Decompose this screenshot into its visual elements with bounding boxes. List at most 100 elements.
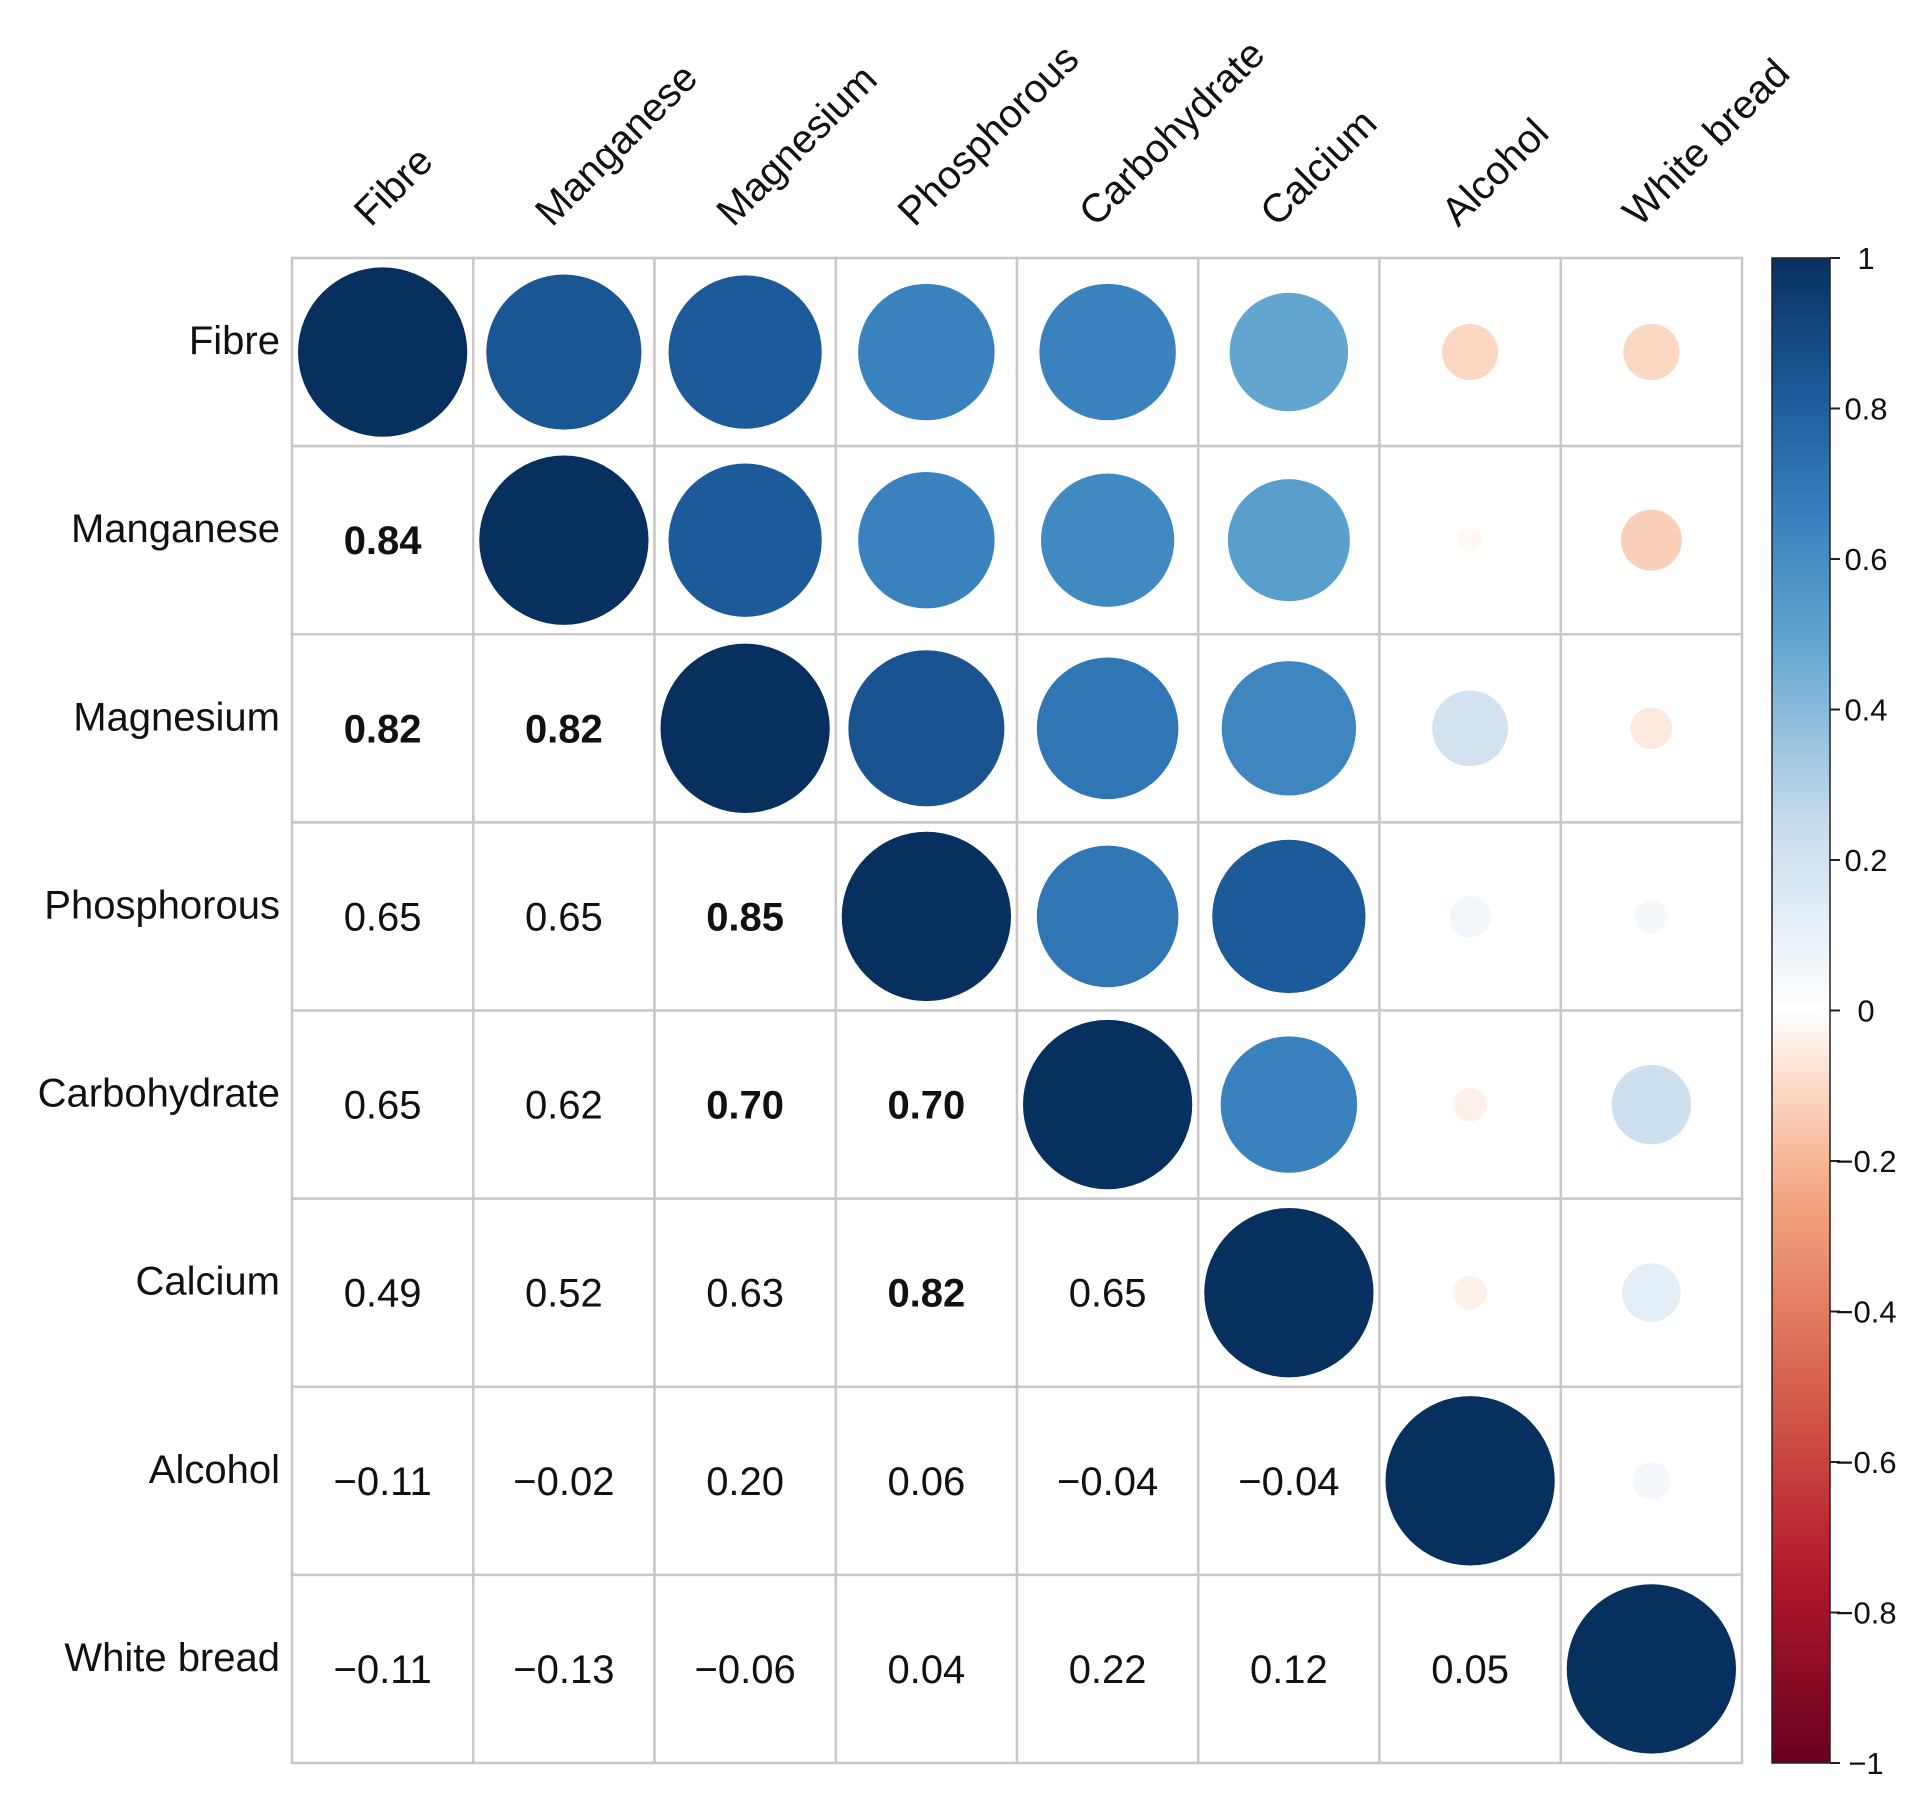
correlation-circle-manganese-alcohol xyxy=(1458,528,1483,553)
matrix-cell xyxy=(1015,1197,1200,1388)
column-label: Fibre xyxy=(346,139,442,235)
colorbar-tick-label: 1 xyxy=(1857,241,1874,276)
matrix-cell xyxy=(290,1385,475,1577)
matrix-cell xyxy=(472,1573,656,1765)
colorbar-tick-label: 0.6 xyxy=(1844,542,1887,577)
correlation-circle-phosphorous-calcium xyxy=(1212,839,1366,994)
correlation-value-label: 0.70 xyxy=(887,1084,965,1128)
colorbar-tick-label: 0.8 xyxy=(1844,392,1887,427)
matrix-cell xyxy=(653,1573,837,1765)
matrix-cell xyxy=(472,633,656,824)
matrix-cell xyxy=(1197,1573,1381,1765)
correlation-circle-calcium-calcium xyxy=(1204,1208,1374,1378)
correlation-value-label: 0.12 xyxy=(1250,1648,1328,1692)
correlation-value-label: 0.22 xyxy=(1069,1648,1147,1692)
correlation-circle-carbohydrate-white-bread xyxy=(1611,1064,1692,1145)
correlation-value-label: 0.82 xyxy=(525,707,603,751)
correlation-circle-phosphorous-white-bread xyxy=(1634,899,1669,934)
correlation-value-label: 0.84 xyxy=(344,519,423,563)
correlation-value-label: 0.20 xyxy=(706,1460,784,1504)
correlation-value-label: 0.85 xyxy=(706,895,784,939)
row-label: Calcium xyxy=(136,1260,280,1304)
colorbar-legend: 1 0.8 0.6 0.4 0.2 0 −0.2 −0.4 −0.6 −0.8 −1 xyxy=(1771,241,1897,1781)
correlation-circle-white-bread-white-bread xyxy=(1566,1584,1737,1754)
colorbar-tick-label: 0.2 xyxy=(1844,843,1887,878)
correlation-circle-carbohydrate-carbohydrate xyxy=(1022,1019,1193,1190)
colorbar-tick-label: −1 xyxy=(1848,1746,1883,1781)
correlation-values: 0.84 0.82 0.82 0.65 0.65 0.85 0.65 0.62 0.70 0.70… xyxy=(334,519,1510,1692)
correlation-value-label: 0.65 xyxy=(344,895,422,939)
matrix-cell xyxy=(834,1009,1019,1200)
correlation-circle-magnesium-calcium xyxy=(1221,661,1357,796)
matrix-cell xyxy=(1015,1573,1200,1765)
correlation-circle-phosphorous-alcohol xyxy=(1449,895,1491,938)
matrix-cell xyxy=(472,1197,656,1388)
correlation-circle-fibre-carbohydrate xyxy=(1039,283,1176,421)
correlation-circle-fibre-phosphorous xyxy=(858,283,995,421)
matrix-cell xyxy=(1197,1385,1381,1577)
matrix-cell xyxy=(290,1573,475,1765)
correlation-value-label: −0.04 xyxy=(1238,1460,1339,1504)
matrix-cell xyxy=(290,633,475,824)
column-label: White bread xyxy=(1615,51,1799,235)
correlation-circle-magnesium-carbohydrate xyxy=(1036,657,1179,800)
column-label: Magnesium xyxy=(708,57,885,234)
correlation-value-label: 0.62 xyxy=(525,1084,603,1128)
correlation-circle-manganese-magnesium xyxy=(668,463,822,617)
matrix-cell xyxy=(1559,256,1744,448)
correlation-circle-fibre-magnesium xyxy=(668,275,822,429)
correlation-value-label: 0.06 xyxy=(887,1460,965,1504)
correlation-circle-alcohol-alcohol xyxy=(1385,1396,1555,1566)
correlation-value-label: −0.04 xyxy=(1057,1460,1158,1504)
row-label: Magnesium xyxy=(73,695,280,739)
row-label: Alcohol xyxy=(149,1448,280,1492)
matrix-cell xyxy=(653,1385,837,1577)
row-label: Carbohydrate xyxy=(38,1072,280,1116)
row-label: Phosphorous xyxy=(44,883,280,927)
matrix-cell xyxy=(472,1385,656,1577)
correlation-value-label: 0.49 xyxy=(344,1272,422,1316)
matrix-cell xyxy=(834,1573,1019,1765)
correlation-value-label: 0.82 xyxy=(887,1272,965,1316)
correlation-circle-phosphorous-carbohydrate xyxy=(1036,845,1179,988)
correlation-circle-magnesium-alcohol xyxy=(1432,690,1508,767)
correlation-circle-fibre-manganese xyxy=(486,274,642,430)
colorbar-tick-label: −0.2 xyxy=(1835,1144,1896,1179)
correlation-circle-calcium-white-bread xyxy=(1622,1263,1681,1322)
colorbar-tick-label: −0.4 xyxy=(1835,1295,1896,1330)
correlation-circle-alcohol-white-bread xyxy=(1632,1461,1671,1500)
correlation-circle-manganese-carbohydrate xyxy=(1040,473,1175,607)
correlation-value-label: −0.06 xyxy=(695,1648,796,1692)
correlation-circle-fibre-alcohol xyxy=(1442,323,1499,381)
column-label: Manganese xyxy=(527,55,706,234)
correlation-circles xyxy=(297,267,1737,1754)
correlation-value-label: 0.05 xyxy=(1431,1648,1509,1692)
correlation-value-label: 0.70 xyxy=(706,1084,784,1128)
correlation-value-label: −0.11 xyxy=(334,1460,432,1504)
matrix-cell xyxy=(653,1009,837,1200)
correlation-circle-fibre-fibre xyxy=(297,267,468,437)
matrix-cell xyxy=(290,821,475,1012)
correlation-circle-magnesium-white-bread xyxy=(1630,707,1673,750)
correlation-circle-carbohydrate-calcium xyxy=(1220,1036,1358,1173)
row-label: Fibre xyxy=(189,319,280,363)
column-label: Phosphorous xyxy=(890,37,1088,235)
correlation-value-label: −0.11 xyxy=(334,1648,432,1692)
correlation-circle-manganese-white-bread xyxy=(1620,509,1682,571)
correlation-circle-magnesium-phosphorous xyxy=(848,650,1005,807)
colorbar-tick-label: −0.6 xyxy=(1835,1445,1896,1480)
column-label: Carbohydrate xyxy=(1071,32,1273,234)
column-label: Alcohol xyxy=(1433,110,1557,234)
correlation-circle-manganese-calcium xyxy=(1227,479,1350,602)
correlation-circle-manganese-manganese xyxy=(479,455,649,625)
correlation-value-label: −0.02 xyxy=(513,1460,614,1504)
matrix-cell xyxy=(1015,1385,1200,1577)
correlation-circle-magnesium-magnesium xyxy=(660,643,830,813)
correlation-value-label: 0.82 xyxy=(344,707,422,751)
correlation-value-label: 0.65 xyxy=(1069,1272,1147,1316)
correlation-circle-fibre-calcium xyxy=(1229,292,1349,412)
correlation-value-label: 0.04 xyxy=(887,1648,965,1692)
correlation-circle-phosphorous-phosphorous xyxy=(841,831,1012,1002)
colorbar-tick-label: 0 xyxy=(1857,994,1874,1029)
